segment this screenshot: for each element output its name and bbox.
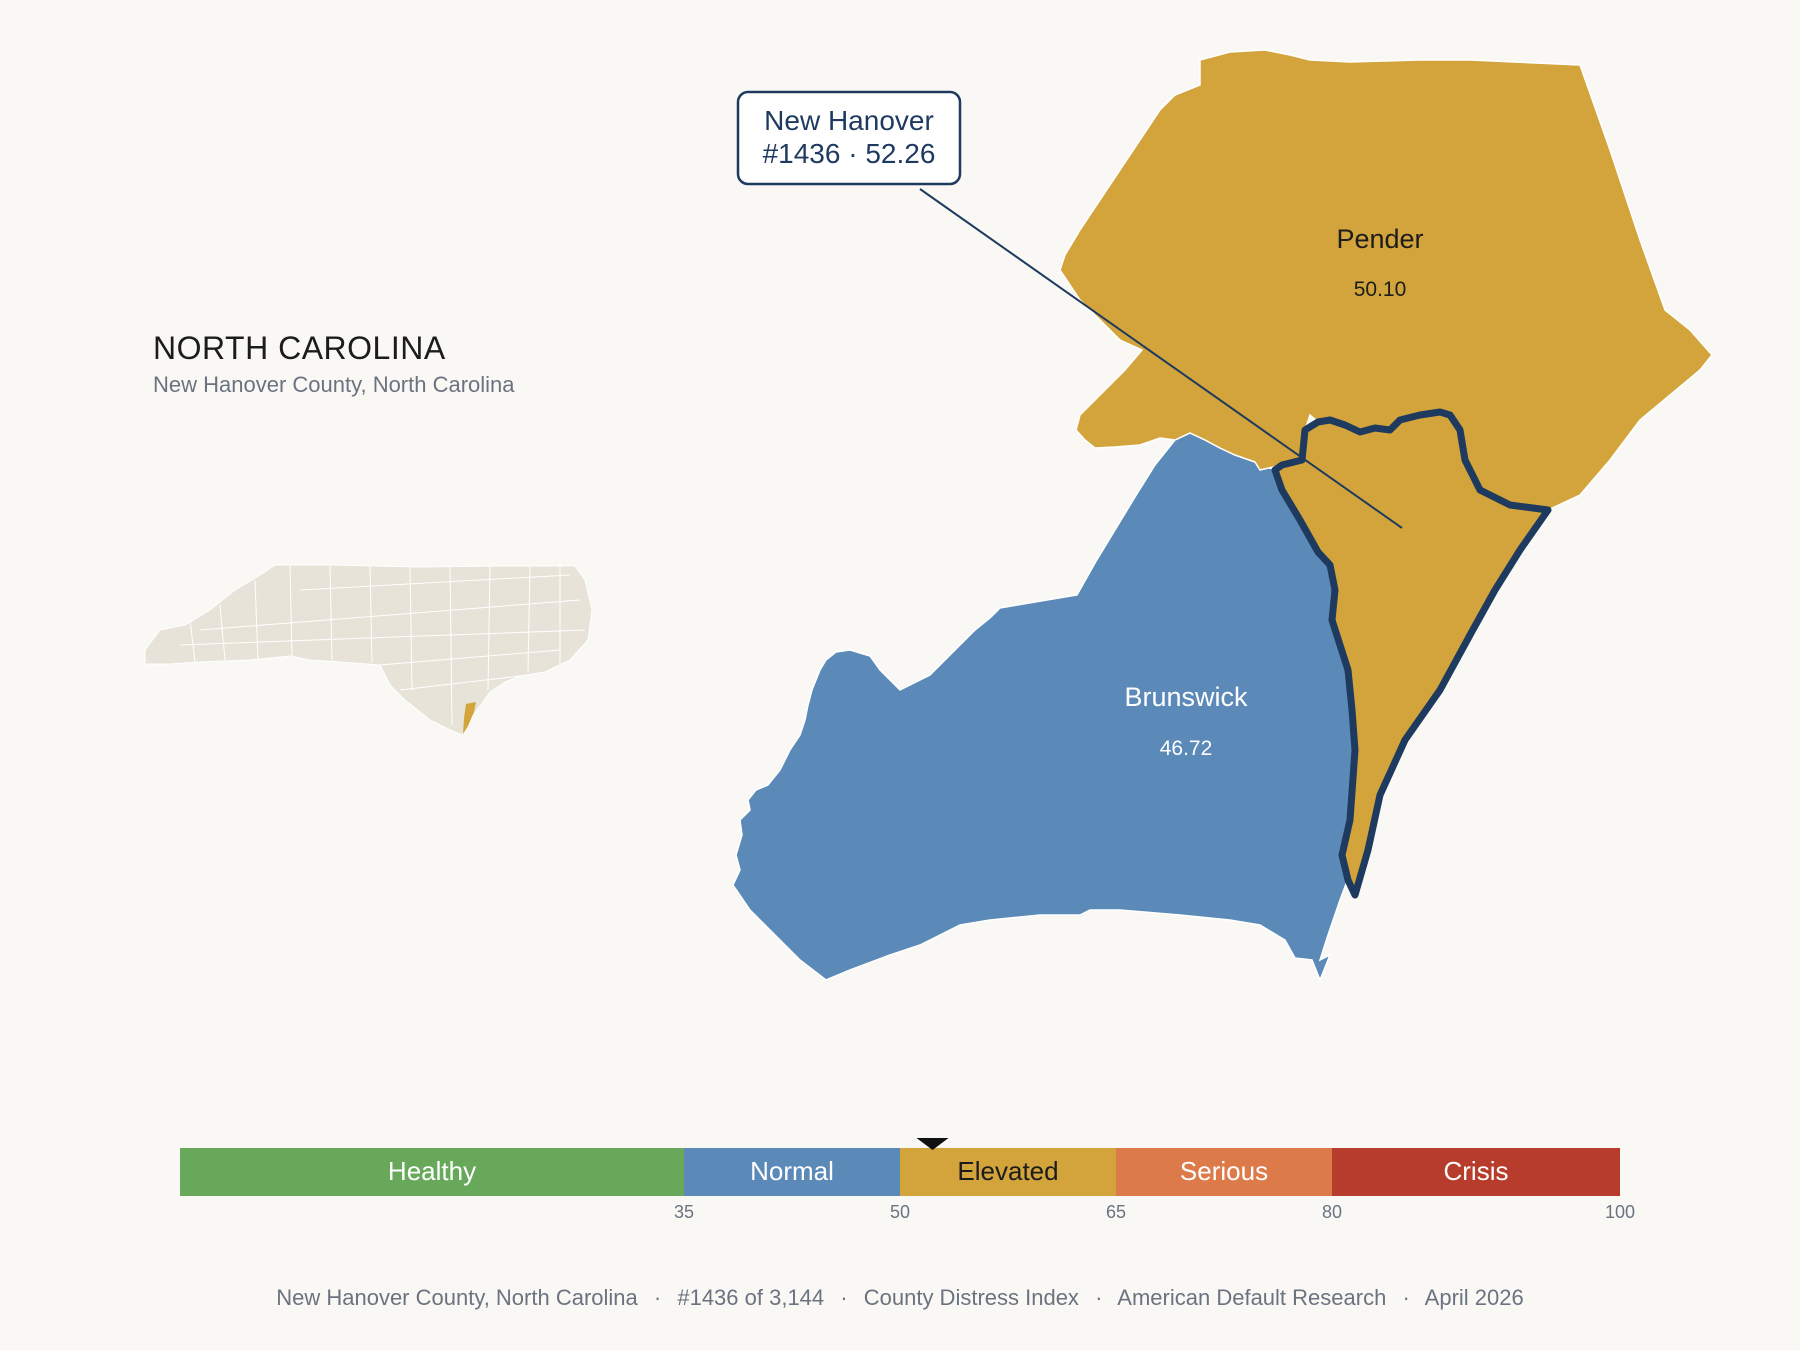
callout-rank-score: #1436 · 52.26 — [763, 138, 936, 169]
scale-band-crisis — [1332, 1148, 1620, 1196]
scale-tick-label: 35 — [674, 1202, 694, 1222]
callout-leader-line — [919, 188, 1403, 529]
footer-separator: · — [1095, 1285, 1103, 1310]
callout-county-name: New Hanover — [764, 105, 934, 136]
county-score-brunswick: 46.72 — [1160, 737, 1213, 760]
scale-band-label: Crisis — [1444, 1156, 1509, 1186]
state-subtitle: New Hanover County, North Carolina — [153, 372, 515, 397]
scale-marker-icon — [916, 1138, 949, 1150]
scale-tick-label: 65 — [1106, 1202, 1126, 1222]
inset-county-borders — [179, 565, 586, 726]
scale-band-normal — [684, 1148, 900, 1196]
scale-band-elevated — [900, 1148, 1116, 1196]
scale-band-serious — [1116, 1148, 1332, 1196]
county-pender[interactable] — [1059, 49, 1713, 511]
footer-credits: New Hanover County, North Carolina · #14… — [0, 1285, 1800, 1311]
scale-band-label: Serious — [1180, 1156, 1268, 1186]
footer-index-name: County Distress Index — [863, 1285, 1079, 1310]
footer-date: April 2026 — [1424, 1285, 1524, 1310]
scale-band-healthy — [180, 1148, 684, 1196]
inset-state-shape — [144, 564, 593, 736]
county-brunswick[interactable] — [732, 432, 1356, 983]
footer-county: New Hanover County, North Carolina — [276, 1285, 638, 1310]
scale-tick-label: 50 — [890, 1202, 910, 1222]
distress-scale-legend: Healthy Normal Elevated Serious Crisis 35 50 65… — [180, 1138, 1635, 1222]
footer-source: American Default Research — [1117, 1285, 1387, 1310]
scale-tick-label: 100 — [1605, 1202, 1635, 1222]
scale-band-label: Elevated — [957, 1156, 1058, 1186]
footer-separator: · — [1402, 1285, 1410, 1310]
county-new-hanover[interactable] — [1271, 408, 1552, 899]
scale-band-label: Normal — [750, 1156, 834, 1186]
scale-band-label: Healthy — [388, 1156, 476, 1186]
county-label-pender: Pender — [1336, 224, 1423, 254]
county-label-brunswick: Brunswick — [1124, 682, 1248, 712]
county-score-pender: 50.10 — [1354, 278, 1407, 301]
footer-separator: · — [840, 1285, 848, 1310]
footer-rank: #1436 of 3,144 — [677, 1285, 825, 1310]
state-inset-map — [144, 564, 593, 736]
footer-separator: · — [653, 1285, 662, 1310]
scale-tick-label: 80 — [1322, 1202, 1342, 1222]
state-title: NORTH CAROLINA — [153, 330, 446, 366]
inset-highlight-new-hanover — [463, 702, 476, 734]
callout-box — [736, 90, 962, 186]
